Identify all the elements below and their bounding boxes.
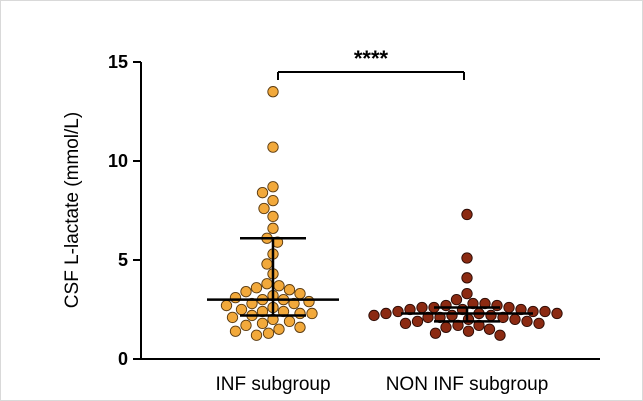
data-point [485,309,497,322]
data-point [267,141,279,153]
data-point [446,309,458,322]
data-point [527,305,539,318]
data-point [256,187,269,199]
data-point [416,301,428,314]
data-point [261,258,273,270]
data-point [450,293,463,306]
data-point [261,278,273,290]
data-point [273,280,285,292]
data-point [368,309,380,322]
data-point [461,208,473,221]
data-point [491,299,503,312]
data-point [551,307,563,320]
data-point [429,327,442,339]
data-point [294,288,306,300]
data-point [250,329,263,341]
data-point [294,321,306,333]
data-point [283,315,296,328]
data-point [256,317,269,330]
data-point [392,305,404,318]
data-point [229,291,242,304]
y-tick-label: 15 [108,52,128,72]
significance-annotation: **** [277,46,465,80]
data-point [411,315,424,328]
data-point [303,295,315,308]
data-point [509,313,521,326]
data-point [440,299,452,312]
summary-bars [207,236,533,323]
data-point [240,286,252,298]
data-point [461,252,473,264]
data-point [539,305,551,318]
data-point [240,319,252,331]
data-point [461,272,473,284]
data-point [306,307,318,320]
data-point [483,323,496,335]
data-point [521,315,533,328]
y-ticks: 0 5 10 15 [108,52,141,369]
data-point [462,313,475,326]
data-point [462,325,475,337]
y-axis-label: CSF L-lactate (mmol/L) [62,112,83,308]
significance-stars: **** [354,46,389,71]
data-point [226,311,239,324]
data-point [533,317,545,330]
data-point [267,86,279,98]
y-tick-label: 10 [108,151,128,171]
data-point [503,301,515,314]
data-point [229,325,242,337]
data-point [267,210,279,223]
data-point [461,288,473,300]
data-point [494,329,506,341]
data-point [273,323,285,335]
data-point [399,317,412,330]
data-point [250,282,263,294]
data-point [220,299,233,312]
data-point [380,307,392,320]
data-points [220,86,563,341]
x-category-inf: INF subgroup [215,374,330,395]
data-point [235,303,248,316]
data-point [283,284,296,296]
data-point [267,222,279,234]
data-point [267,181,279,193]
data-point [258,202,270,215]
y-tick-label: 0 [118,349,128,369]
x-category-non-inf: NON INF subgroup [386,374,549,395]
data-point [267,194,279,207]
y-tick-label: 5 [118,250,128,270]
data-point [294,307,306,320]
data-point [440,321,452,333]
data-point [262,327,275,339]
